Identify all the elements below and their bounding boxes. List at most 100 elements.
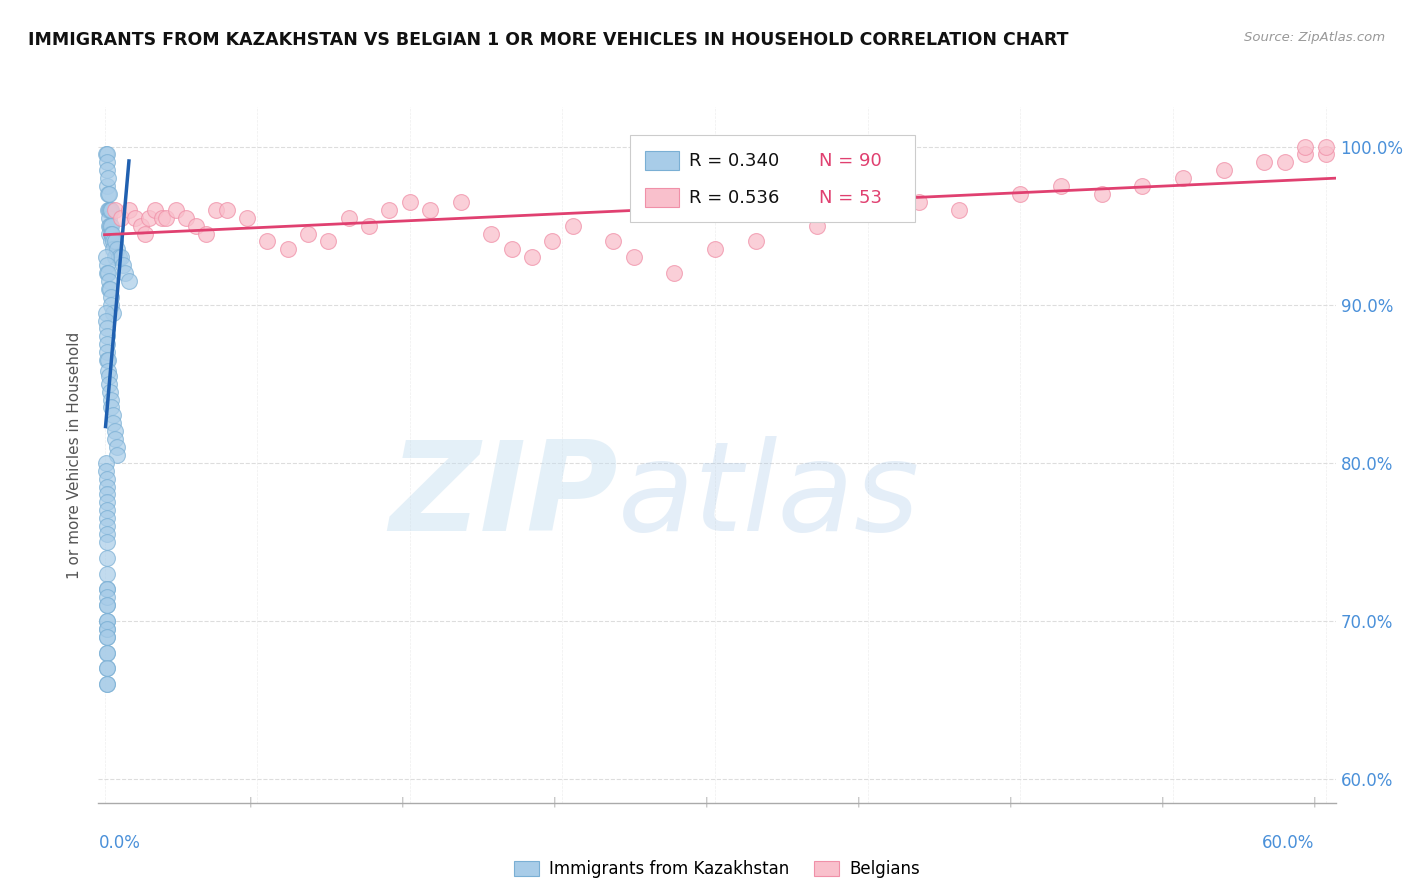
Point [96, 598, 118, 612]
Point [129, 219, 152, 233]
Point [1050, 179, 1073, 194]
Point [100, 219, 122, 233]
Point [104, 424, 127, 438]
Point [1010, 186, 1032, 201]
Point [704, 243, 727, 257]
Point [104, 250, 127, 264]
Point [184, 219, 207, 233]
Point [96, 527, 118, 541]
Point [96, 677, 118, 691]
Point [96, 550, 118, 565]
Point [96, 266, 118, 280]
Point [96, 582, 118, 597]
Point [100, 227, 122, 241]
Point [1212, 163, 1234, 178]
Point [94, 456, 117, 470]
Point [866, 202, 889, 217]
Point [96, 511, 118, 525]
Point [105, 440, 128, 454]
Text: 0.0%: 0.0% [98, 834, 141, 852]
Point [96, 622, 118, 636]
Point [1274, 155, 1296, 169]
Point [96, 630, 118, 644]
Point [94, 313, 117, 327]
Point [541, 235, 564, 249]
Text: 60.0%: 60.0% [1263, 834, 1315, 852]
Point [96, 582, 118, 597]
Point [337, 211, 360, 225]
Point [145, 202, 167, 217]
Point [96, 614, 118, 628]
Point [96, 155, 118, 169]
Point [101, 417, 124, 431]
Point [110, 211, 132, 225]
Point [96, 614, 118, 628]
Point [256, 235, 278, 249]
Point [479, 227, 502, 241]
Point [138, 211, 160, 225]
Point [101, 409, 124, 423]
Point [101, 243, 124, 257]
Point [96, 163, 118, 178]
Y-axis label: 1 or more Vehicles in Household: 1 or more Vehicles in Household [67, 331, 83, 579]
Point [96, 503, 118, 517]
Text: |: | [1313, 797, 1316, 807]
Point [501, 243, 523, 257]
Point [97, 364, 120, 378]
Point [100, 298, 122, 312]
Point [97, 171, 120, 186]
Point [94, 305, 117, 319]
Point [97, 211, 120, 225]
Point [96, 646, 118, 660]
FancyBboxPatch shape [645, 188, 679, 207]
Point [1315, 139, 1337, 153]
Point [114, 266, 136, 280]
Text: R = 0.340: R = 0.340 [689, 152, 779, 169]
Point [96, 179, 118, 194]
Point [97, 376, 120, 391]
Text: R = 0.536: R = 0.536 [689, 188, 779, 207]
Point [97, 186, 120, 201]
Point [96, 345, 118, 359]
Point [97, 202, 120, 217]
Text: N = 90: N = 90 [818, 152, 882, 169]
FancyBboxPatch shape [645, 152, 679, 170]
Point [419, 202, 441, 217]
Point [96, 487, 118, 501]
Point [96, 337, 118, 351]
Point [96, 472, 118, 486]
Point [94, 250, 117, 264]
Point [96, 630, 118, 644]
Point [96, 479, 118, 493]
Point [105, 243, 128, 257]
Point [520, 250, 543, 264]
Point [623, 250, 645, 264]
Point [806, 219, 828, 233]
Point [398, 194, 420, 209]
Point [98, 202, 121, 217]
Text: atlas: atlas [619, 436, 920, 558]
Point [98, 282, 121, 296]
Point [664, 266, 686, 280]
Point [118, 202, 141, 217]
Point [378, 202, 401, 217]
Text: |: | [1008, 797, 1012, 807]
Text: |: | [1161, 797, 1164, 807]
Text: |: | [856, 797, 860, 807]
Text: |: | [401, 797, 405, 807]
Text: ZIP: ZIP [389, 436, 619, 558]
Point [1171, 171, 1194, 186]
Point [111, 258, 134, 272]
Point [96, 258, 118, 272]
Point [96, 353, 118, 368]
Point [104, 235, 127, 249]
Point [1315, 147, 1337, 161]
Point [134, 227, 156, 241]
Point [236, 211, 259, 225]
Point [96, 661, 118, 675]
Point [97, 219, 120, 233]
Point [96, 677, 118, 691]
Point [100, 392, 122, 407]
Point [948, 202, 970, 217]
Point [110, 250, 132, 264]
